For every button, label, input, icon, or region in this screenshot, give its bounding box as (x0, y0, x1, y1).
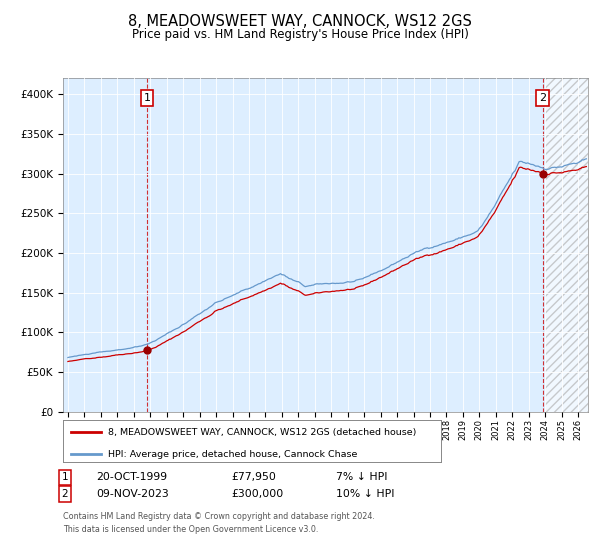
Text: £300,000: £300,000 (231, 489, 283, 499)
Text: Contains HM Land Registry data © Crown copyright and database right 2024.
This d: Contains HM Land Registry data © Crown c… (63, 512, 375, 534)
Text: 1: 1 (61, 472, 68, 482)
Bar (545, 78, 588, 412)
Text: 2: 2 (539, 93, 547, 103)
Text: 8, MEADOWSWEET WAY, CANNOCK, WS12 2GS: 8, MEADOWSWEET WAY, CANNOCK, WS12 2GS (128, 14, 472, 29)
Text: HPI: Average price, detached house, Cannock Chase: HPI: Average price, detached house, Cann… (109, 450, 358, 459)
Text: 7% ↓ HPI: 7% ↓ HPI (336, 472, 388, 482)
Text: Price paid vs. HM Land Registry's House Price Index (HPI): Price paid vs. HM Land Registry's House … (131, 28, 469, 41)
Text: 1: 1 (143, 93, 151, 103)
Text: £77,950: £77,950 (231, 472, 276, 482)
Text: 20-OCT-1999: 20-OCT-1999 (96, 472, 167, 482)
Text: 8, MEADOWSWEET WAY, CANNOCK, WS12 2GS (detached house): 8, MEADOWSWEET WAY, CANNOCK, WS12 2GS (d… (109, 428, 417, 437)
Text: 09-NOV-2023: 09-NOV-2023 (96, 489, 169, 499)
Text: 10% ↓ HPI: 10% ↓ HPI (336, 489, 395, 499)
Text: 2: 2 (61, 489, 68, 499)
